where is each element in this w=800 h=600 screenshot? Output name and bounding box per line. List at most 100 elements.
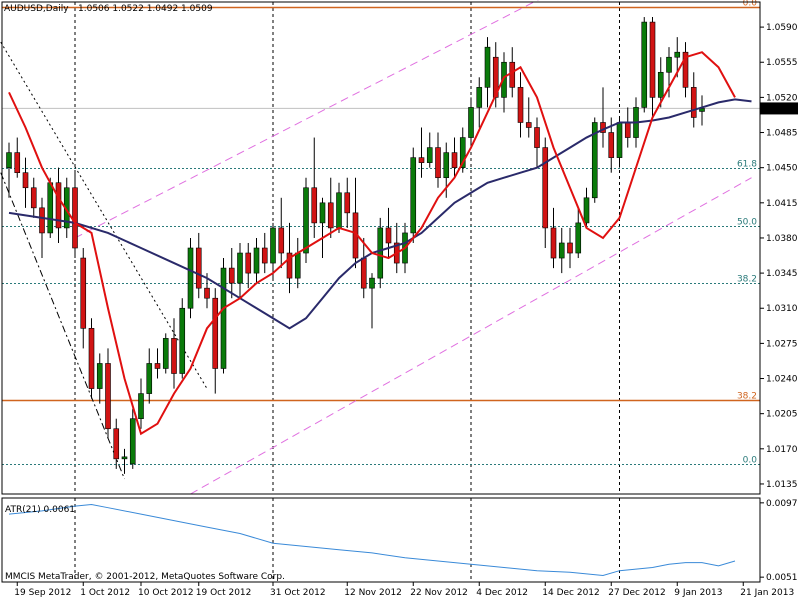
- candle-bullish: [476, 87, 483, 108]
- fibonacci-level-label: 0.0: [743, 0, 758, 9]
- candle-bullish: [501, 61, 507, 98]
- candle-bullish: [443, 152, 450, 179]
- candle-bearish: [88, 328, 95, 389]
- candle-bearish: [525, 122, 532, 128]
- candle-bearish: [14, 152, 21, 173]
- atr-layer: [8, 503, 736, 577]
- x-tick-label: 12 Nov 2012: [344, 588, 402, 598]
- x-tick-label: 10 Oct 2012: [138, 588, 194, 598]
- candle-bullish: [426, 147, 433, 163]
- candle-bearish: [105, 363, 111, 430]
- candle-bearish: [517, 87, 524, 123]
- candle-bearish: [360, 257, 367, 289]
- candle-bearish: [212, 297, 219, 369]
- y-tick-label: 1.0240: [766, 375, 798, 385]
- candle-bearish: [542, 147, 549, 229]
- candle-bearish: [195, 247, 202, 289]
- candle-bullish: [657, 71, 664, 98]
- candle-bullish: [369, 277, 375, 289]
- candle-bullish: [270, 227, 276, 264]
- atr-label: ATR(21) 0.0061: [5, 505, 75, 515]
- candle-bearish: [534, 127, 540, 148]
- candle-bullish: [484, 46, 491, 88]
- candle-bearish: [80, 257, 87, 329]
- candle-bullish: [641, 21, 648, 108]
- candle-bullish: [237, 252, 243, 284]
- candle-bearish: [550, 227, 557, 259]
- candle-bullish: [162, 338, 169, 369]
- x-tick-label: 31 Oct 2012: [270, 588, 326, 598]
- trend-line-dotted: [0, 41, 208, 389]
- y-tick-label: 1.0380: [766, 234, 798, 244]
- candle-bearish: [245, 252, 252, 274]
- x-tick-label: 27 Dec 2012: [608, 588, 666, 598]
- candle-bearish: [509, 61, 516, 88]
- candle-bullish: [121, 456, 128, 460]
- y-tick-label: 1.0520: [766, 93, 798, 103]
- candle-bearish: [261, 247, 268, 264]
- candle-bullish: [146, 363, 153, 394]
- current-price-box: [760, 102, 798, 115]
- candle-bullish: [459, 137, 466, 168]
- candle-bullish: [336, 192, 342, 229]
- x-tick-label: 14 Dec 2012: [542, 588, 600, 598]
- candle-bearish: [55, 182, 62, 229]
- y-tick-label: 1.0310: [766, 304, 798, 314]
- candle-bullish: [96, 363, 103, 389]
- candle-bearish: [492, 56, 499, 98]
- candle-bullish: [6, 152, 12, 168]
- candle-bullish: [47, 182, 54, 234]
- moving-average-layer: [8, 51, 752, 436]
- candle-bearish: [22, 172, 29, 189]
- candle-bearish: [286, 252, 293, 279]
- candle-bearish: [171, 338, 177, 374]
- y-tick-label: 1.0205: [766, 410, 798, 420]
- candle-bearish: [690, 87, 697, 118]
- x-tick-label: 1 Oct 2012: [80, 588, 130, 598]
- atr-y-tick-label: 0.0097: [766, 499, 798, 509]
- candle-bearish: [278, 227, 285, 254]
- atr-y-tick-label: 0.0051: [766, 573, 798, 583]
- fibonacci-level-label: 0.0: [743, 456, 758, 466]
- y-tick-label: 1.0590: [766, 23, 798, 33]
- candle-bearish: [344, 192, 351, 214]
- candle-bearish: [418, 157, 425, 163]
- candle-bullish: [591, 122, 598, 199]
- fibonacci-layer: 0.0 61.8 50.0 38.2 38.2 0.0: [2, 0, 760, 466]
- candle-bearish: [624, 122, 631, 138]
- y-tick-label: 1.0450: [766, 164, 798, 174]
- x-tick-label: 21 Jan 2013: [740, 588, 794, 598]
- y-tick-label: 1.0415: [766, 199, 798, 209]
- x-tick-label: 19 Sep 2012: [14, 588, 71, 598]
- candle-bearish: [113, 428, 120, 460]
- candle-bullish: [616, 122, 623, 158]
- fibonacci-level-label: 50.0: [737, 218, 757, 228]
- y-tick-label: 1.0345: [766, 269, 798, 279]
- candle-bullish: [253, 247, 260, 274]
- candle-bearish: [608, 132, 615, 158]
- x-tick-label: 22 Nov 2012: [410, 588, 468, 598]
- symbol-label: AUDUSD,Daily: [4, 4, 69, 14]
- candle-bearish: [311, 187, 318, 224]
- x-tick-label: 9 Jan 2013: [674, 588, 722, 598]
- candle-bullish: [303, 187, 309, 254]
- channel-upper-line: [74, 0, 539, 239]
- x-tick-label: 4 Dec 2012: [476, 588, 528, 598]
- candle-bullish: [558, 242, 565, 259]
- copyright-label: MMCIS MetaTrader, © 2001-2012, MetaQuote…: [5, 572, 285, 582]
- candle-bearish: [72, 187, 78, 249]
- candle-bullish: [129, 418, 136, 465]
- candle-bullish: [138, 393, 144, 419]
- y-tick-label: 1.0485: [766, 129, 798, 139]
- y-tick-label: 1.0555: [766, 58, 798, 68]
- candle-bearish: [567, 242, 573, 254]
- y-tick-label: 1.0275: [766, 339, 798, 349]
- candle-bearish: [649, 21, 656, 98]
- candle-bullish: [666, 56, 672, 73]
- candle-bearish: [154, 363, 161, 369]
- trendline-layer: [0, 0, 752, 495]
- labels-layer: AUDUSD,Daily 1.0506 1.0522 1.0492 1.0509…: [4, 4, 285, 582]
- fibonacci-level-label: 38.2: [737, 392, 757, 402]
- candle-bullish: [410, 157, 417, 234]
